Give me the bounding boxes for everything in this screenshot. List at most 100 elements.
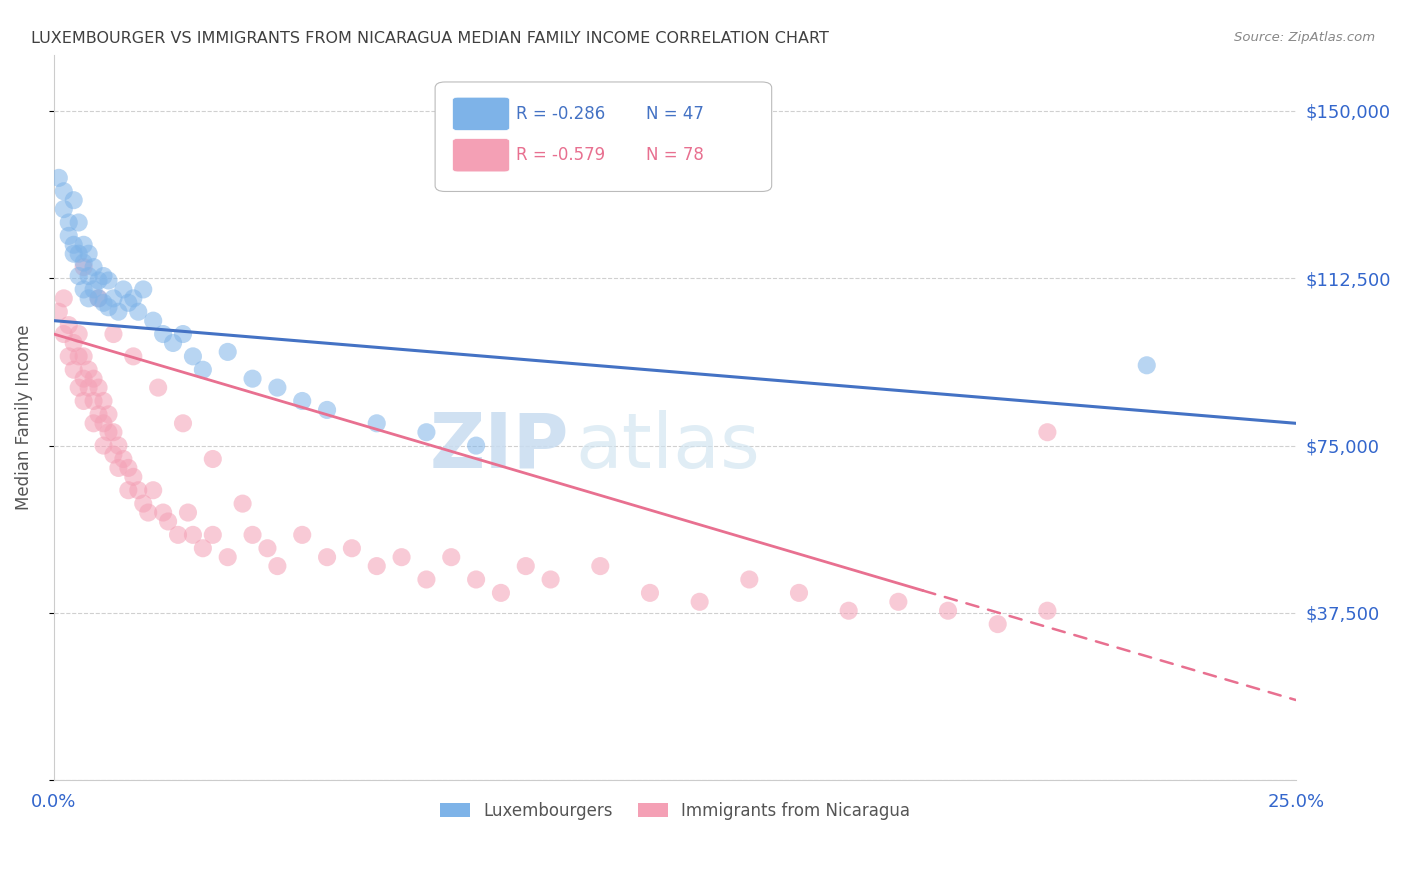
Point (62, 363, 84, 377)
Point (172, 326, 194, 341)
Point (77, 291, 100, 305)
Point (103, 448, 125, 462)
Point (291, 528, 314, 542)
Text: Source: ZipAtlas.com: Source: ZipAtlas.com (1234, 31, 1375, 45)
Point (256, 541, 278, 556)
Point (838, 604, 860, 618)
Point (191, 541, 214, 556)
Point (93, 439, 115, 453)
Point (67, 381, 90, 395)
Point (1036, 425, 1059, 440)
Point (589, 559, 612, 574)
Point (242, 372, 264, 386)
Point (97, 300, 120, 314)
Point (127, 483, 149, 498)
Point (107, 461, 129, 475)
Text: R = -0.286: R = -0.286 (516, 105, 605, 123)
Point (103, 291, 125, 305)
Point (87, 381, 110, 395)
Point (93, 268, 115, 283)
Point (122, 291, 145, 305)
Point (67, 268, 90, 283)
Point (152, 506, 174, 520)
Point (266, 381, 288, 395)
Point (103, 425, 125, 440)
Point (316, 550, 339, 565)
Point (489, 586, 512, 600)
Point (87, 273, 110, 287)
Point (117, 483, 139, 498)
Point (540, 573, 562, 587)
Text: N = 78: N = 78 (647, 146, 704, 164)
Point (142, 313, 165, 327)
Point (127, 304, 149, 318)
Point (93, 295, 115, 310)
Point (83, 417, 105, 431)
Point (136, 506, 159, 520)
Point (48, 170, 70, 185)
Point (146, 381, 169, 395)
Point (177, 506, 200, 520)
Point (316, 403, 339, 417)
Point (83, 372, 105, 386)
Point (638, 586, 661, 600)
FancyBboxPatch shape (453, 138, 509, 172)
Point (191, 363, 214, 377)
Point (117, 461, 139, 475)
Point (181, 350, 204, 364)
Point (52, 202, 75, 216)
Point (67, 246, 90, 260)
Text: ZIP: ZIP (430, 409, 569, 483)
Point (132, 497, 155, 511)
Point (58, 228, 80, 243)
Point (217, 550, 239, 565)
Point (67, 215, 90, 229)
Point (1136, 359, 1159, 373)
Point (1036, 604, 1059, 618)
Point (366, 559, 388, 574)
Point (97, 273, 120, 287)
Point (232, 497, 254, 511)
Point (107, 304, 129, 318)
Point (87, 291, 110, 305)
Point (97, 425, 120, 440)
Point (72, 237, 94, 252)
Point (132, 282, 155, 296)
Point (162, 335, 184, 350)
Point (83, 394, 105, 409)
Point (77, 363, 100, 377)
Y-axis label: Median Family Income: Median Family Income (15, 325, 32, 510)
Point (72, 255, 94, 269)
Point (987, 617, 1010, 632)
Point (83, 260, 105, 274)
Point (465, 573, 488, 587)
Point (58, 215, 80, 229)
FancyBboxPatch shape (453, 97, 509, 130)
Text: R = -0.579: R = -0.579 (516, 146, 605, 164)
Point (887, 595, 910, 609)
FancyBboxPatch shape (434, 82, 772, 192)
Point (62, 246, 84, 260)
Point (77, 246, 100, 260)
Text: LUXEMBOURGER VS IMMIGRANTS FROM NICARAGUA MEDIAN FAMILY INCOME CORRELATION CHART: LUXEMBOURGER VS IMMIGRANTS FROM NICARAGU… (31, 31, 828, 46)
Point (689, 595, 711, 609)
Point (172, 417, 194, 431)
Point (93, 394, 115, 409)
Point (52, 184, 75, 198)
Point (142, 483, 165, 498)
Point (93, 417, 115, 431)
Point (181, 528, 204, 542)
Point (201, 452, 224, 467)
Point (787, 586, 810, 600)
Point (738, 573, 761, 587)
Point (103, 326, 125, 341)
Point (440, 550, 463, 565)
Point (72, 282, 94, 296)
Point (77, 381, 100, 395)
Point (72, 372, 94, 386)
Point (107, 439, 129, 453)
Point (117, 295, 139, 310)
Point (266, 559, 288, 574)
Point (87, 291, 110, 305)
Point (217, 345, 239, 359)
